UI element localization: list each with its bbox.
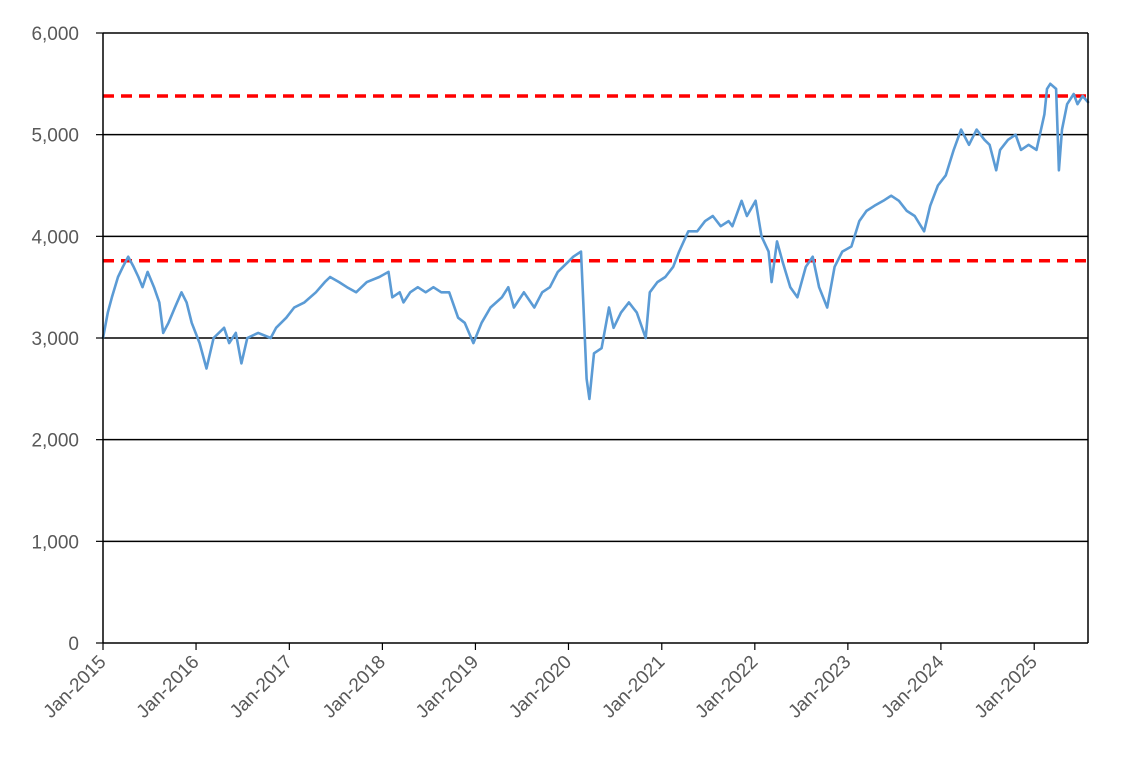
y-tick-label: 3,000 [31,329,79,350]
y-tick-label: 6,000 [31,24,79,45]
x-tick-label: Jan-2025 [971,652,1042,723]
x-tick-label: Jan-2019 [412,652,483,723]
y-tick-label: 2,000 [31,431,79,452]
reference-lines [103,94,1088,263]
x-tick-label: Jan-2024 [878,651,949,722]
y-tick-label: 0 [68,634,79,655]
x-tick-label: Jan-2023 [785,652,856,723]
x-tick-label: Jan-2017 [226,652,297,723]
y-tick-label: 5,000 [31,126,79,147]
x-tick-label: Jan-2018 [319,652,390,723]
y-axis-tick-labels: 0 1,000 2,000 3,000 4,000 5,000 6,000 [31,24,79,655]
series-line [101,82,1090,401]
grid-lines [103,32,1088,543]
x-tick-label: Jan-2022 [691,652,762,723]
x-axis-tick-labels: Jan-2015 Jan-2016 Jan-2017 Jan-2018 Jan-2019… [40,651,1042,722]
axes [96,32,1089,650]
y-tick-label: 4,000 [31,227,79,248]
x-tick-label: Jan-2020 [505,652,576,723]
y-tick-label: 1,000 [31,532,79,553]
x-tick-label: Jan-2016 [133,652,204,723]
x-tick-label: Jan-2021 [598,652,669,723]
series-group [101,82,1090,401]
x-tick-label: Jan-2015 [40,652,111,723]
